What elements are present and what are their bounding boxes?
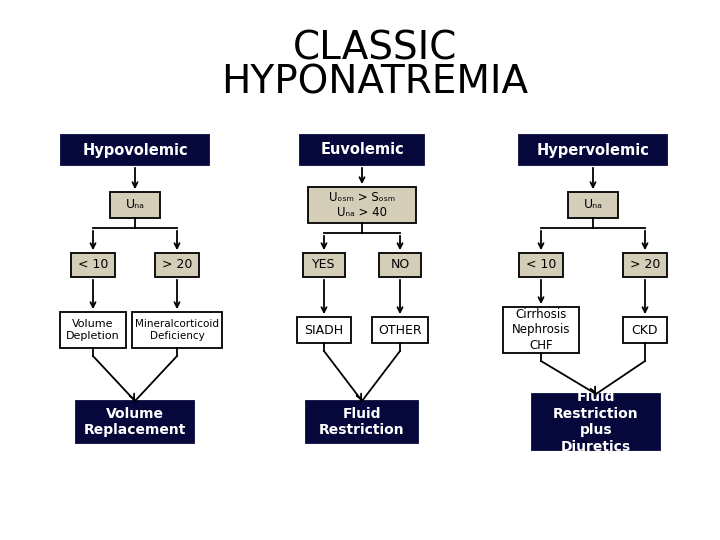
Text: Volume
Depletion: Volume Depletion	[66, 319, 120, 341]
Text: Fluid
Restriction
plus
Diuretics: Fluid Restriction plus Diuretics	[553, 390, 639, 454]
Text: NO: NO	[390, 259, 410, 272]
FancyBboxPatch shape	[306, 401, 418, 443]
FancyBboxPatch shape	[372, 317, 428, 343]
Text: Euvolemic: Euvolemic	[320, 143, 404, 158]
FancyBboxPatch shape	[300, 135, 424, 165]
Text: Hypovolemic: Hypovolemic	[82, 143, 188, 158]
Text: Cirrhosis
Nephrosis
CHF: Cirrhosis Nephrosis CHF	[512, 308, 570, 352]
Text: Fluid
Restriction: Fluid Restriction	[319, 407, 405, 437]
Text: < 10: < 10	[526, 259, 556, 272]
FancyBboxPatch shape	[503, 307, 579, 353]
Text: Uₙₐ: Uₙₐ	[583, 199, 603, 212]
Text: Hypervolemic: Hypervolemic	[536, 143, 649, 158]
FancyBboxPatch shape	[308, 187, 416, 223]
Text: CLASSIC: CLASSIC	[293, 29, 457, 67]
FancyBboxPatch shape	[60, 312, 126, 348]
Text: CKD: CKD	[631, 323, 658, 336]
FancyBboxPatch shape	[155, 253, 199, 277]
FancyBboxPatch shape	[110, 192, 160, 218]
Text: Volume
Replacement: Volume Replacement	[84, 407, 186, 437]
FancyBboxPatch shape	[379, 253, 421, 277]
FancyBboxPatch shape	[623, 317, 667, 343]
Text: SIADH: SIADH	[305, 323, 343, 336]
FancyBboxPatch shape	[76, 401, 194, 443]
FancyBboxPatch shape	[71, 253, 115, 277]
Text: < 10: < 10	[78, 259, 108, 272]
FancyBboxPatch shape	[568, 192, 618, 218]
FancyBboxPatch shape	[132, 312, 222, 348]
FancyBboxPatch shape	[519, 253, 563, 277]
FancyBboxPatch shape	[623, 253, 667, 277]
Text: OTHER: OTHER	[378, 323, 422, 336]
Text: Mineralcorticoid
Deficiency: Mineralcorticoid Deficiency	[135, 319, 219, 341]
FancyBboxPatch shape	[532, 394, 660, 450]
Text: YES: YES	[312, 259, 336, 272]
FancyBboxPatch shape	[61, 135, 209, 165]
Text: HYPONATREMIA: HYPONATREMIA	[222, 63, 528, 101]
Text: > 20: > 20	[162, 259, 192, 272]
Text: Uₙₐ: Uₙₐ	[125, 199, 145, 212]
FancyBboxPatch shape	[297, 317, 351, 343]
Text: > 20: > 20	[630, 259, 660, 272]
FancyBboxPatch shape	[519, 135, 667, 165]
FancyBboxPatch shape	[303, 253, 345, 277]
Text: Uₒₛₘ > Sₒₛₘ
Uₙₐ > 40: Uₒₛₘ > Sₒₛₘ Uₙₐ > 40	[329, 191, 395, 219]
